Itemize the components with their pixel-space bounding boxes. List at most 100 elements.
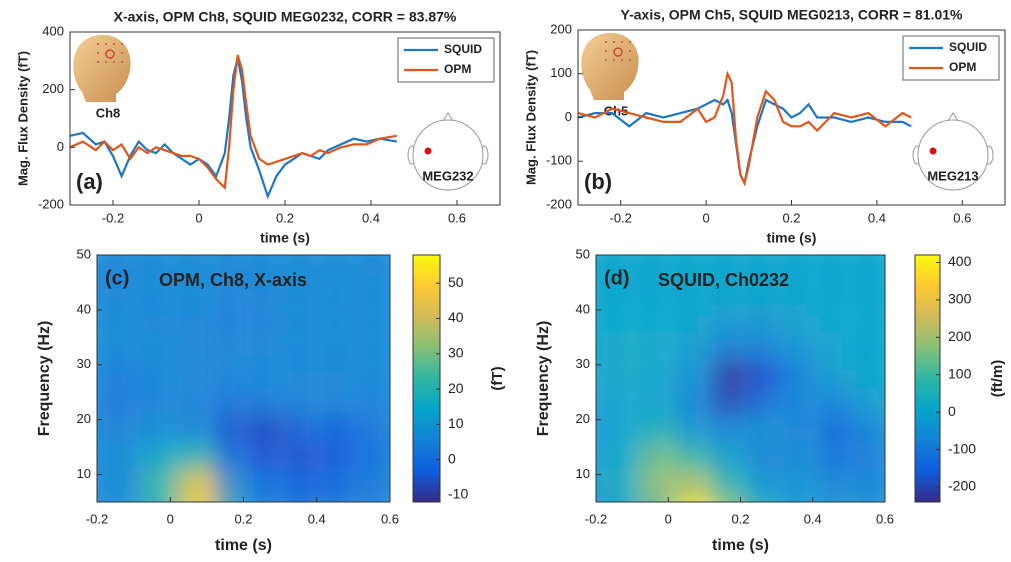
- legend-label: SQUID: [949, 40, 987, 54]
- y-tick-label: -200: [546, 196, 572, 211]
- colorbar-tick-label: 10: [448, 415, 464, 431]
- y-tick-label: 200: [42, 81, 64, 96]
- colorbar-tick-label: 50: [448, 274, 464, 290]
- colorbar-tick-label: 20: [448, 380, 464, 396]
- y-tick-label: -200: [38, 196, 64, 211]
- x-tick-label: -0.2: [609, 210, 631, 225]
- y-tick-label: 40: [77, 301, 91, 316]
- colorbar-tick-label: 30: [448, 345, 464, 361]
- sensor-dot: [97, 52, 99, 54]
- sensor-dot: [621, 50, 623, 52]
- x-tick-label: 0.4: [868, 210, 886, 225]
- sensor-dot: [113, 61, 115, 63]
- y-tick-label: 30: [576, 356, 590, 371]
- x-tick-label: 0: [665, 511, 672, 526]
- series-line: [69, 57, 397, 200]
- colorbar-tick-label: 0: [448, 450, 456, 466]
- x-tick-label: 0.4: [308, 511, 326, 526]
- colorbar-tick-label: -100: [948, 440, 976, 456]
- x-tick-label: 0.2: [276, 210, 294, 225]
- x-tick-label: 0.2: [731, 511, 749, 526]
- colorbar-tick-label: 0: [948, 403, 956, 419]
- sensor-dot: [121, 61, 123, 63]
- axes-box: [595, 254, 886, 503]
- heatmap-cell: [360, 255, 390, 278]
- sensor-dot: [605, 50, 607, 52]
- colorbar-tick-label: 40: [448, 309, 464, 325]
- colorbar-label: (fT): [489, 366, 506, 390]
- y-tick-label: 10: [576, 466, 590, 481]
- panel-label: (d): [604, 267, 630, 289]
- x-tick-label: 0: [702, 210, 709, 225]
- legend-box: [902, 35, 1000, 81]
- x-axis-label: time (s): [712, 537, 769, 554]
- chart-title: X-axis, OPM Ch8, SQUID MEG0232, CORR = 8…: [114, 9, 457, 25]
- topo-sensor: [929, 147, 937, 155]
- colorbar: [412, 254, 441, 503]
- x-axis-label: time (s): [260, 230, 310, 246]
- legend-box: [397, 37, 495, 83]
- heatmap: [97, 255, 390, 502]
- y-tick-label: 20: [77, 411, 91, 426]
- heatmap-cell: [856, 255, 885, 278]
- sensor-dot: [113, 52, 115, 54]
- panel-label: (a): [76, 169, 103, 194]
- heatmap-title: OPM, Ch8, X-axis: [159, 270, 307, 290]
- colorbar: [914, 254, 941, 503]
- sensor-dot: [613, 59, 615, 61]
- x-tick-label: 0.6: [448, 210, 466, 225]
- topo-head: [917, 119, 989, 191]
- x-tick-label: 0: [167, 511, 174, 526]
- panel-label: (c): [105, 267, 129, 289]
- sensor-dot: [629, 59, 631, 61]
- y-tick-label: 400: [42, 23, 64, 38]
- x-tick-label: 0.6: [381, 511, 399, 526]
- sensor-dot: [97, 61, 99, 63]
- sensor-label: MEG213: [927, 168, 978, 183]
- y-tick-label: 50: [576, 246, 590, 261]
- series-line: [577, 70, 912, 187]
- x-tick-label: 0.4: [804, 511, 822, 526]
- axes-box: [96, 254, 391, 503]
- topo-sensor: [424, 147, 432, 155]
- sensor-dot: [121, 52, 123, 54]
- y-tick-label: 30: [77, 356, 91, 371]
- sensor-dot: [97, 43, 99, 45]
- y-axis-label: Mag. Flux Density (fT): [523, 50, 538, 185]
- sensor-dot: [621, 59, 623, 61]
- sensor-label: MEG232: [422, 168, 473, 183]
- sensor-dot: [605, 59, 607, 61]
- sensor-dot: [629, 41, 631, 43]
- y-tick-label: 20: [576, 411, 590, 426]
- y-tick-label: 50: [77, 246, 91, 261]
- y-tick-label: 200: [550, 21, 572, 36]
- x-tick-label: -0.2: [86, 511, 108, 526]
- colorbar-tick-label: 100: [948, 365, 972, 381]
- y-tick-label: -100: [546, 153, 572, 168]
- y-axis-label: Mag. Flux Density (fT): [15, 51, 30, 186]
- y-tick-label: 100: [550, 65, 572, 80]
- sensor-dot: [629, 50, 631, 52]
- x-tick-label: 0.6: [953, 210, 971, 225]
- x-tick-label: -0.2: [585, 511, 607, 526]
- colorbar-tick-label: -200: [948, 478, 976, 494]
- sensor-dot: [121, 43, 123, 45]
- sensor-dot: [105, 61, 107, 63]
- colorbar-tick-label: 300: [948, 291, 972, 307]
- x-axis-label: time (s): [215, 537, 272, 554]
- topo-nose: [442, 112, 454, 122]
- sensor-dot: [605, 41, 607, 43]
- axes-box: [69, 31, 501, 206]
- head-icon: [73, 34, 131, 103]
- sensor-dot: [621, 41, 623, 43]
- x-axis-label: time (s): [767, 230, 817, 246]
- topo-head: [412, 119, 484, 191]
- head-shape: [73, 34, 131, 103]
- y-tick-label: 0: [565, 109, 572, 124]
- colorbar-tick-label: 400: [948, 253, 972, 269]
- colorbar-tick-label: -10: [448, 486, 468, 502]
- series-line: [69, 54, 397, 191]
- x-tick-label: 0.2: [782, 210, 800, 225]
- legend-label: SQUID: [444, 42, 482, 56]
